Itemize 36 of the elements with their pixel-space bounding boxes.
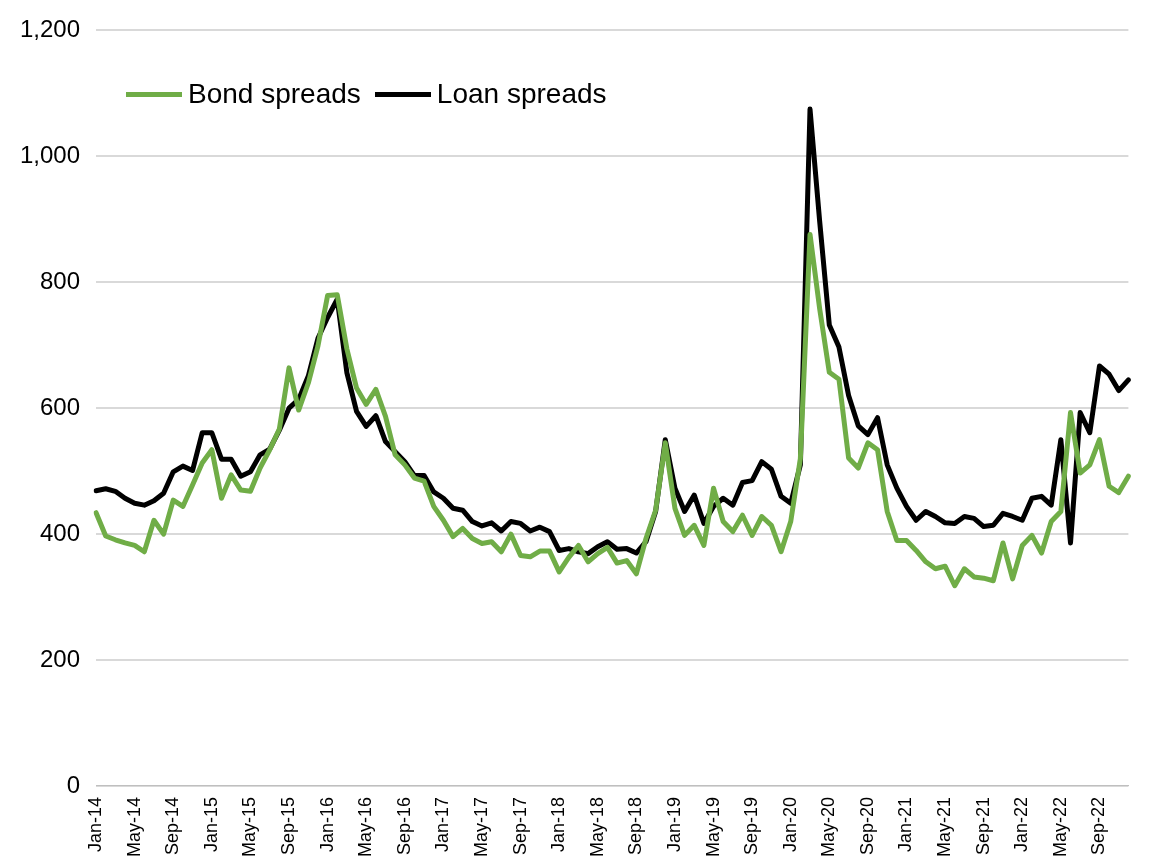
x-tick-label: Jan-17 [432,796,453,853]
x-tick-label: May-18 [586,796,607,858]
x-tick-label: Sep-17 [509,796,530,856]
x-tick-label: Sep-15 [277,796,298,856]
y-tick-label: 200 [40,644,81,672]
x-tick-label: Jan-15 [200,796,221,853]
x-tick-label: Jan-14 [85,796,106,853]
x-tick-label: May-21 [934,796,955,858]
x-tick-label: Jan-16 [316,796,337,853]
x-tick-label: Sep-19 [741,796,762,856]
x-tick-label: May-20 [818,796,839,858]
x-tick-label: Sep-20 [856,796,877,856]
legend-label: Loan spreads [436,78,607,111]
y-tick-label: 400 [40,518,81,546]
x-tick-label: May-19 [702,796,723,858]
x-tick-label: Sep-22 [1088,796,1109,856]
x-tick-label: Sep-16 [393,796,414,856]
x-tick-label: Jan-19 [663,796,684,853]
x-tick-label: Jan-22 [1011,796,1032,853]
legend-label: Bond spreads [188,78,361,111]
x-tick-label: Sep-18 [625,796,646,856]
x-tick-label: Sep-14 [162,796,183,856]
y-tick-label: 1,000 [20,140,81,168]
x-tick-label: May-22 [1049,796,1070,858]
x-tick-label: May-17 [470,796,491,858]
y-tick-label: 600 [40,392,81,420]
x-tick-label: May-16 [355,796,376,858]
y-tick-label: 0 [66,770,81,798]
x-tick-label: Jan-21 [895,796,916,853]
x-tick-label: May-15 [239,796,260,858]
x-tick-label: Jan-18 [548,796,569,853]
x-tick-label: Sep-21 [972,796,993,856]
y-tick-label: 1,200 [20,15,81,43]
x-tick-label: Jan-20 [779,796,800,853]
y-tick-label: 800 [40,266,81,294]
x-tick-label: May-14 [123,796,144,858]
